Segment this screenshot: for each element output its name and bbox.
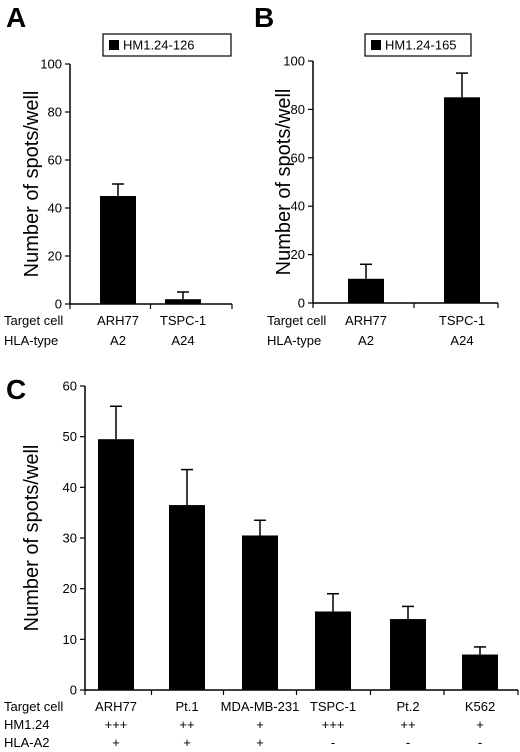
panel-b-bar-tspc-1 (444, 97, 480, 303)
panel-a-y-tick-label: 20 (48, 249, 62, 264)
panel-b-row-label: HLA-type (267, 333, 321, 348)
panel-a-row-label: Target cell (4, 313, 63, 328)
panel-b-y-tick-label: 20 (291, 247, 305, 262)
panel-a-letter: A (6, 2, 26, 33)
panel-b-y-tick-label: 60 (291, 150, 305, 165)
panel-a-bar-arh77 (100, 196, 136, 304)
panel-b-row-label: Target cell (267, 313, 326, 328)
panel-a-y-tick-label: 80 (48, 105, 62, 120)
panel-a-row-value: A24 (171, 333, 194, 348)
panel-c-row-value: - (406, 735, 410, 750)
panel-c-row-value: ARH77 (95, 699, 137, 714)
panel-c-row-value: Pt.2 (396, 699, 419, 714)
panel-c-y-axis-label: Number of spots/well (21, 445, 43, 632)
panel-b-row-value: A2 (358, 333, 374, 348)
panel-b-y-tick-label: 80 (291, 102, 305, 117)
panel-a-y-tick-label: 40 (48, 201, 62, 216)
panel-c-bar-k562 (462, 654, 498, 690)
panel-b-y-tick-label: 0 (298, 296, 305, 311)
panel-c-letter: C (6, 374, 26, 405)
panel-c-row-value: Pt.1 (175, 699, 198, 714)
panel-c-y-tick-label: 0 (70, 683, 77, 698)
panel-c-row-value: + (476, 717, 484, 732)
panel-c-y-tick-label: 50 (63, 429, 77, 444)
panel-c-row-value: +++ (322, 717, 345, 732)
panel-c-row-value: - (478, 735, 482, 750)
panel-a-y-axis-label: Number of spots/well (21, 91, 43, 278)
panel-c-row-value: + (256, 735, 264, 750)
panel-b-bar-arh77 (348, 278, 384, 303)
panel-c-row-value: TSPC-1 (310, 699, 356, 714)
panel-c-bar-pt-1 (169, 505, 205, 690)
panel-c-y-tick-label: 30 (63, 531, 77, 546)
panel-b-letter: B (254, 2, 274, 33)
panel-b-legend-swatch (371, 40, 381, 50)
panel-a-y-tick-label: 100 (40, 57, 62, 72)
panel-a-legend-box (102, 33, 232, 57)
panel-c-row-value: + (256, 717, 264, 732)
panel-b-row-value: TSPC-1 (439, 313, 485, 328)
panel-a-row-value: TSPC-1 (160, 313, 206, 328)
panel-a-row-value: ARH77 (97, 313, 139, 328)
panel-c-y-tick-label: 60 (63, 379, 77, 394)
panel-b-legend-label: HM1.24-165 (385, 38, 457, 53)
panel-c-bar-arh77 (98, 439, 134, 690)
panel-c-row-value: MDA-MB-231 (221, 699, 300, 714)
panel-a-row-label: HLA-type (4, 333, 58, 348)
panel-a-legend-label: HM1.24-126 (123, 38, 195, 53)
panel-b-y-tick-label: 100 (283, 54, 305, 69)
panel-b-row-value: A24 (450, 333, 473, 348)
panel-a-bar-tspc-1 (165, 299, 201, 304)
panel-c-row-value: +++ (105, 717, 128, 732)
panel-c-row-value: - (331, 735, 335, 750)
panel-a-y-tick-label: 0 (55, 297, 62, 312)
panel-c-bar-mda-mb-231 (242, 535, 278, 690)
panel-c-row-value: K562 (465, 699, 495, 714)
panel-c-bar-tspc-1 (315, 611, 351, 690)
panel-c-y-tick-label: 40 (63, 480, 77, 495)
panel-b-row-value: ARH77 (345, 313, 387, 328)
panel-c-row-label: HLA-A2 (4, 735, 50, 750)
panel-c-row-value: + (183, 735, 191, 750)
panel-b-y-axis-label: Number of spots/well (273, 89, 295, 276)
panel-a-y-tick-label: 60 (48, 153, 62, 168)
panel-c-row-value: ++ (400, 717, 415, 732)
panel-c-bar-pt-2 (390, 619, 426, 690)
panel-a-row-value: A2 (110, 333, 126, 348)
panel-b-y-tick-label: 40 (291, 199, 305, 214)
panel-c-y-tick-label: 20 (63, 581, 77, 596)
panel-a-legend-swatch (109, 40, 119, 50)
panel-c-row-value: ++ (179, 717, 194, 732)
panel-c-row-value: + (112, 735, 120, 750)
panel-c-row-label: HM1.24 (4, 717, 50, 732)
panel-c-row-label: Target cell (4, 699, 63, 714)
panel-b-legend-box (364, 33, 472, 57)
panel-c-y-tick-label: 10 (63, 632, 77, 647)
